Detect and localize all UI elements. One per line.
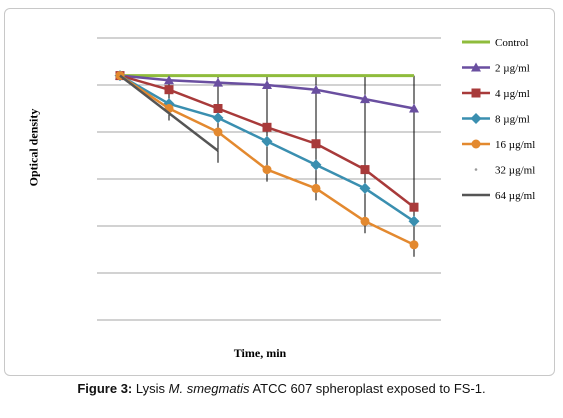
data-point xyxy=(164,85,174,95)
data-point xyxy=(262,80,272,89)
legend-label: Control xyxy=(495,37,529,49)
chart-frame xyxy=(4,8,555,376)
caption-label: Figure 3: xyxy=(77,381,133,396)
data-point xyxy=(409,240,419,250)
data-point xyxy=(311,139,321,149)
data-point xyxy=(213,77,223,87)
caption-text-after: ATCC 607 spheroplast exposed to FS-1. xyxy=(252,381,486,396)
data-point xyxy=(311,183,321,193)
legend-item: 8 µg/ml xyxy=(462,113,530,126)
data-point xyxy=(262,165,272,175)
series-16-g-ml xyxy=(115,71,419,250)
data-point xyxy=(409,202,419,212)
data-point xyxy=(474,168,478,171)
data-point xyxy=(164,75,174,85)
data-point xyxy=(311,84,321,94)
data-point xyxy=(409,103,419,113)
legend-item: 32 µg/ml xyxy=(474,165,535,177)
legend-label: 32 µg/ml xyxy=(495,165,535,177)
data-point xyxy=(359,182,371,194)
legend-item: 2 µg/ml xyxy=(462,62,530,75)
legend-label: 64 µg/ml xyxy=(495,190,535,202)
legend-label: 8 µg/ml xyxy=(495,114,530,126)
series-64-g-ml xyxy=(119,74,219,152)
legend-label: 2 µg/ml xyxy=(495,63,530,75)
data-point xyxy=(360,94,370,104)
legend-label: 4 µg/ml xyxy=(495,88,530,100)
figure-caption: Figure 3: Lysis M. smegmatis ATCC 607 sp… xyxy=(0,381,563,396)
data-point xyxy=(471,88,481,98)
data-point xyxy=(261,135,273,147)
line-chart: Control 2 µg/ml 4 µg/ml 8 µg/ml 16 µg/ml 32 µ… xyxy=(97,37,535,321)
legend-item: Control xyxy=(462,37,529,49)
data-point xyxy=(408,215,420,227)
data-point xyxy=(310,159,322,171)
data-point xyxy=(471,62,481,72)
data-point xyxy=(470,113,482,124)
data-point xyxy=(471,139,481,149)
caption-text-before: Lysis xyxy=(135,381,166,396)
data-point xyxy=(213,127,223,137)
data-point xyxy=(213,104,223,113)
data-point xyxy=(360,216,370,226)
y-axis-label: Optical density xyxy=(26,108,41,187)
caption-species: M. smegmatis xyxy=(168,381,250,396)
data-point xyxy=(212,112,224,124)
legend-item: 64 µg/ml xyxy=(462,190,535,202)
series-line xyxy=(119,74,219,152)
data-point xyxy=(360,165,370,175)
x-axis-label: Time, min xyxy=(233,346,287,360)
legend-item: 16 µg/ml xyxy=(462,139,535,151)
legend-item: 4 µg/ml xyxy=(462,88,530,100)
data-point xyxy=(262,122,272,132)
legend-label: 16 µg/ml xyxy=(495,139,535,151)
